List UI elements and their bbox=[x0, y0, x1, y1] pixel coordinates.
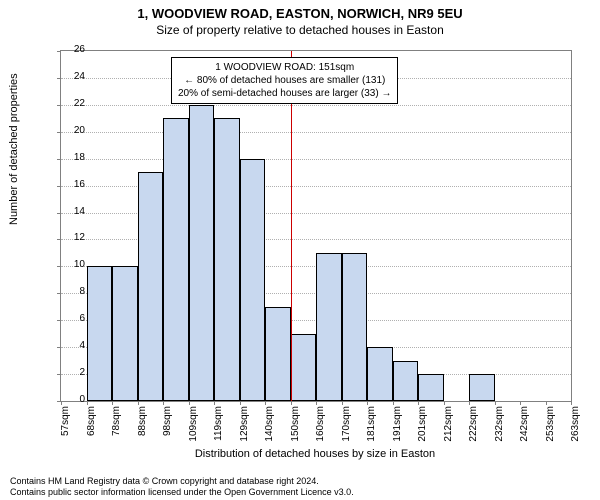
x-tick-label: 109sqm bbox=[188, 406, 199, 446]
x-tick bbox=[546, 401, 547, 405]
x-tick bbox=[393, 401, 394, 405]
histogram-bar bbox=[163, 118, 189, 401]
x-tick-label: 57sqm bbox=[60, 406, 71, 446]
histogram-bar bbox=[214, 118, 240, 401]
y-tick-label: 8 bbox=[55, 286, 85, 297]
histogram-bar bbox=[138, 172, 164, 401]
x-tick bbox=[291, 401, 292, 405]
y-tick-label: 2 bbox=[55, 367, 85, 378]
annotation-line1: 1 WOODVIEW ROAD: 151sqm bbox=[178, 61, 391, 74]
y-tick-label: 0 bbox=[55, 394, 85, 405]
grid-line bbox=[61, 105, 571, 106]
x-tick bbox=[214, 401, 215, 405]
annotation-line2: ← 80% of detached houses are smaller (13… bbox=[178, 74, 391, 87]
x-tick bbox=[316, 401, 317, 405]
y-tick-label: 26 bbox=[55, 44, 85, 55]
x-tick bbox=[571, 401, 572, 405]
x-tick-label: 191sqm bbox=[392, 406, 403, 446]
x-tick-label: 150sqm bbox=[290, 406, 301, 446]
x-tick-label: 88sqm bbox=[137, 406, 148, 446]
histogram-bar bbox=[189, 105, 215, 401]
x-tick bbox=[367, 401, 368, 405]
histogram-bar bbox=[291, 334, 317, 401]
x-tick-label: 78sqm bbox=[111, 406, 122, 446]
x-tick-label: 253sqm bbox=[545, 406, 556, 446]
x-tick-label: 119sqm bbox=[213, 406, 224, 446]
x-tick bbox=[189, 401, 190, 405]
grid-line bbox=[61, 159, 571, 160]
x-tick bbox=[520, 401, 521, 405]
histogram-bar bbox=[87, 266, 113, 401]
x-tick-label: 160sqm bbox=[315, 406, 326, 446]
x-tick-label: 129sqm bbox=[239, 406, 250, 446]
x-tick bbox=[342, 401, 343, 405]
x-tick bbox=[265, 401, 266, 405]
histogram-bar bbox=[367, 347, 393, 401]
x-tick-label: 201sqm bbox=[417, 406, 428, 446]
x-tick-label: 242sqm bbox=[519, 406, 530, 446]
histogram-bar bbox=[342, 253, 368, 401]
x-tick bbox=[240, 401, 241, 405]
y-tick-label: 24 bbox=[55, 71, 85, 82]
x-tick bbox=[138, 401, 139, 405]
y-tick-label: 6 bbox=[55, 313, 85, 324]
annotation-box: 1 WOODVIEW ROAD: 151sqm ← 80% of detache… bbox=[171, 57, 398, 104]
x-tick-label: 181sqm bbox=[366, 406, 377, 446]
x-tick-label: 263sqm bbox=[570, 406, 581, 446]
y-tick-label: 18 bbox=[55, 152, 85, 163]
x-tick bbox=[112, 401, 113, 405]
histogram-bar bbox=[112, 266, 138, 401]
grid-line bbox=[61, 132, 571, 133]
x-tick-label: 68sqm bbox=[86, 406, 97, 446]
x-tick bbox=[444, 401, 445, 405]
y-axis-label: Number of detached properties bbox=[8, 73, 20, 225]
histogram-bar bbox=[240, 159, 266, 401]
footer-line1: Contains HM Land Registry data © Crown c… bbox=[10, 476, 354, 487]
footer: Contains HM Land Registry data © Crown c… bbox=[10, 476, 354, 498]
plot-area: 1 WOODVIEW ROAD: 151sqm ← 80% of detache… bbox=[60, 50, 572, 402]
x-tick-label: 232sqm bbox=[494, 406, 505, 446]
chart-title-sub: Size of property relative to detached ho… bbox=[0, 23, 600, 37]
x-tick-label: 98sqm bbox=[162, 406, 173, 446]
footer-line2: Contains public sector information licen… bbox=[10, 487, 354, 498]
x-tick-label: 170sqm bbox=[341, 406, 352, 446]
histogram-bar bbox=[418, 374, 444, 401]
x-tick-label: 212sqm bbox=[443, 406, 454, 446]
chart-title-main: 1, WOODVIEW ROAD, EASTON, NORWICH, NR9 5… bbox=[0, 6, 600, 21]
y-tick-label: 20 bbox=[55, 125, 85, 136]
y-tick-label: 12 bbox=[55, 232, 85, 243]
x-axis-label: Distribution of detached houses by size … bbox=[60, 448, 570, 460]
annotation-line3: 20% of semi-detached houses are larger (… bbox=[178, 87, 391, 100]
x-tick bbox=[163, 401, 164, 405]
histogram-bar bbox=[393, 361, 419, 401]
chart-container: 1, WOODVIEW ROAD, EASTON, NORWICH, NR9 5… bbox=[0, 0, 600, 500]
y-tick-label: 16 bbox=[55, 179, 85, 190]
y-tick-label: 10 bbox=[55, 259, 85, 270]
y-tick-label: 22 bbox=[55, 98, 85, 109]
histogram-bar bbox=[316, 253, 342, 401]
x-tick bbox=[495, 401, 496, 405]
x-tick bbox=[418, 401, 419, 405]
x-tick-label: 222sqm bbox=[468, 406, 479, 446]
y-tick-label: 14 bbox=[55, 206, 85, 217]
y-tick-label: 4 bbox=[55, 340, 85, 351]
x-tick bbox=[469, 401, 470, 405]
x-tick bbox=[87, 401, 88, 405]
x-tick-label: 140sqm bbox=[264, 406, 275, 446]
histogram-bar bbox=[265, 307, 291, 401]
histogram-bar bbox=[469, 374, 495, 401]
